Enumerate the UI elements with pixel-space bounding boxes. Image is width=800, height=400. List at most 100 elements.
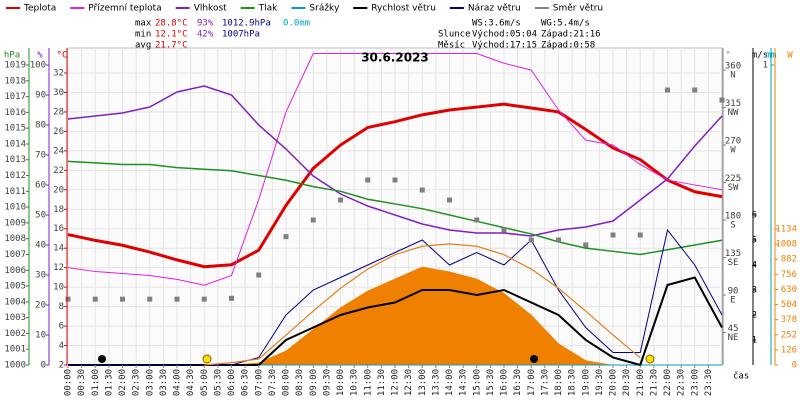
- y-tick-label: 270: [725, 137, 741, 147]
- point: [65, 296, 71, 302]
- legend-label: Teplota: [23, 4, 56, 14]
- sun-rise-icon: [202, 354, 212, 364]
- legend-label: Vlhkost: [194, 4, 227, 14]
- series-area: [68, 266, 722, 365]
- grid: [67, 48, 722, 366]
- y-tick-label: 1001: [4, 345, 26, 355]
- x-tick-label: 13:30: [431, 369, 441, 396]
- point: [610, 232, 616, 238]
- y-tick-label: 252: [781, 330, 797, 340]
- y-tick-label: 90: [35, 91, 46, 101]
- x-tick-label: 16:30: [513, 369, 523, 396]
- y-tick-label: 26: [53, 127, 64, 137]
- x-tick-label: 12:30: [404, 369, 414, 396]
- stat-value: Západ:0:58: [541, 41, 595, 51]
- x-tick-label: 03:30: [159, 369, 169, 396]
- legend: Teplota Přízemní teplota Vlhkost Tlak Srážky…: [6, 4, 603, 14]
- y-tick-label: N: [730, 71, 735, 81]
- moon-rise-icon: [530, 355, 538, 363]
- y-tick-label: 12: [53, 263, 64, 273]
- x-axis-label: čas: [733, 371, 749, 382]
- legend-label: Přízemní teplota: [88, 4, 161, 14]
- x-tick-label: 14:00: [445, 369, 455, 396]
- y-tick-label: E: [730, 296, 735, 306]
- x-tick-label: 20:00: [609, 369, 619, 396]
- axis-label: %: [37, 51, 43, 61]
- y-tick-label: 756: [781, 270, 797, 280]
- point: [447, 197, 452, 203]
- y-tick-label: 28: [53, 107, 64, 117]
- series-line: [67, 53, 723, 286]
- y-tick-label: 1002: [4, 329, 26, 339]
- sun-set-icon: [645, 354, 655, 364]
- y-tick-label: 6: [59, 322, 64, 332]
- y-tick-label: 1006: [4, 266, 26, 276]
- y-tick-label: 1017: [4, 92, 26, 102]
- point: [528, 237, 534, 243]
- y-tick-label: 4: [752, 261, 757, 271]
- y-tick-label: 24: [53, 146, 64, 156]
- y-tick-label: 45: [728, 324, 739, 334]
- y-tick-label: 630: [781, 285, 797, 295]
- x-tick-label: 17:30: [540, 369, 550, 396]
- stat-label: min: [135, 30, 151, 40]
- point: [147, 296, 153, 302]
- stat-value: 28.8°C: [155, 19, 188, 29]
- x-tick-label: 18:00: [554, 369, 564, 396]
- y-tick-label: 60: [35, 181, 46, 191]
- x-tick-label: 21:00: [636, 369, 646, 396]
- y-tick-label: 180: [725, 212, 741, 222]
- x-tick-label: 08:30: [295, 369, 305, 396]
- y-tick-label: 2: [59, 361, 64, 371]
- stat-value: Východ:17:15: [472, 41, 537, 51]
- point: [719, 97, 725, 103]
- y-tick-label: 80: [35, 121, 46, 131]
- x-tick-label: 16:00: [500, 369, 510, 396]
- x-tick-label: 10:30: [350, 369, 360, 396]
- x-tick-label: 01:00: [91, 369, 101, 396]
- y-tick-label: 1013: [4, 155, 26, 165]
- y-tick-label: 1015: [4, 124, 26, 134]
- x-tick-label: 23:00: [690, 369, 700, 396]
- y-tick-label: 1008: [775, 240, 797, 250]
- point: [338, 197, 343, 203]
- y-tick-label: 1005: [4, 282, 26, 292]
- y-tick-label: 22: [53, 166, 64, 176]
- point: [365, 177, 371, 183]
- y-tick-label: 8: [59, 302, 64, 312]
- x-tick-label: 15:30: [486, 369, 496, 396]
- stat-value: 21.7°C: [155, 41, 188, 51]
- y-tick-label: 360: [725, 62, 741, 72]
- y-tick-label: 16: [53, 224, 64, 234]
- x-tick-label: 03:00: [145, 369, 155, 396]
- point: [556, 237, 561, 243]
- y-tick-label: 50: [35, 211, 46, 221]
- x-tick-label: 10:00: [336, 369, 346, 396]
- x-tick-label: 06:30: [241, 369, 251, 396]
- y-tick-label: 32: [53, 69, 64, 79]
- y-tick-label: W: [730, 146, 736, 156]
- legend-label: Srážky: [309, 4, 340, 14]
- y-tick-label: 1: [763, 61, 768, 71]
- axis-label: °C: [57, 51, 68, 61]
- x-tick-label: 22:30: [677, 369, 687, 396]
- axis-label: °: [725, 51, 730, 61]
- axis-label: W: [787, 51, 793, 61]
- y-tick-label: 1008: [4, 234, 26, 244]
- stat-value: Východ:05:04: [472, 30, 537, 40]
- x-tick-label: 05:00: [200, 369, 210, 396]
- y-tick-label: 1009: [4, 218, 26, 228]
- x-tick-label: 14:30: [459, 369, 469, 396]
- y-tick-label: NW: [728, 108, 739, 118]
- x-tick-label: 12:00: [391, 369, 401, 396]
- stat-value: 1007hPa: [222, 30, 260, 40]
- y-tick-label: 1019: [4, 61, 26, 71]
- y-tick-label: 315: [725, 99, 741, 109]
- series-line: [67, 85, 723, 237]
- x-tick-label: 22:00: [663, 369, 673, 396]
- axis-label: m/s: [752, 51, 768, 61]
- y-tick-label: 126: [781, 345, 797, 355]
- x-tick-label: 17:00: [527, 369, 537, 396]
- axis-label: hPa: [4, 51, 20, 61]
- y-tick-label: 0: [41, 361, 46, 371]
